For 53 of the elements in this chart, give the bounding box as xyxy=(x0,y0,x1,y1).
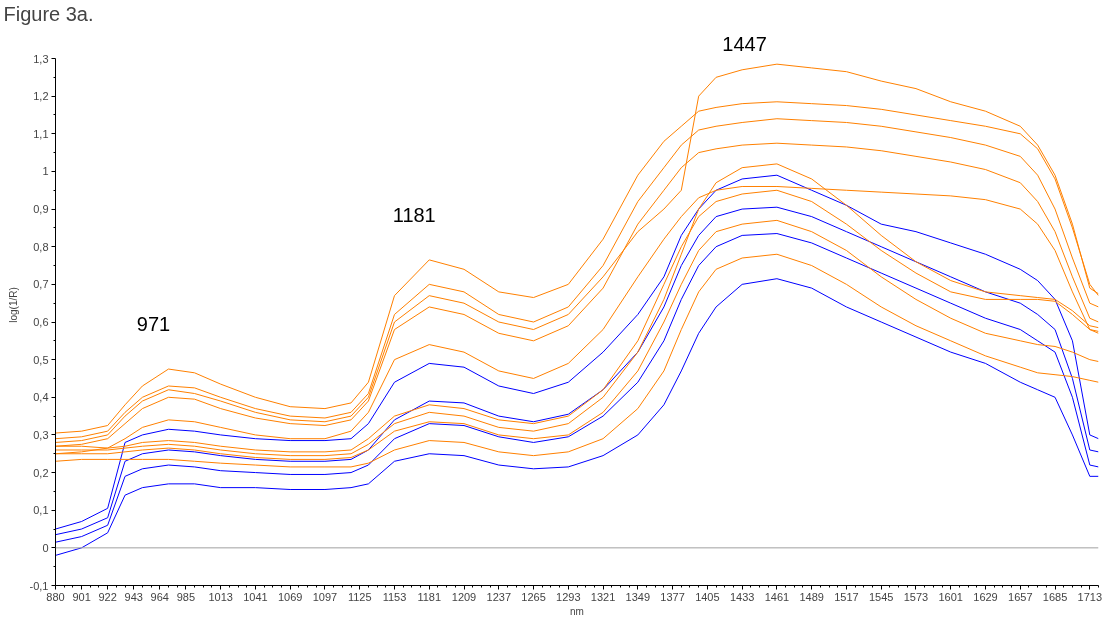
x-tick-label: 1713 xyxy=(1077,590,1103,603)
x-tick-label: 1629 xyxy=(973,590,998,603)
x-tick-label: 880 xyxy=(46,590,65,603)
y-tick-label: 1,1 xyxy=(33,127,49,140)
x-tick-label: 985 xyxy=(176,590,196,603)
y-tick-label: 0,2 xyxy=(33,466,49,479)
x-axis-title: nm xyxy=(570,605,584,617)
y-tick-label: 0,9 xyxy=(33,203,49,216)
y-tick-label: 0 xyxy=(42,541,49,554)
x-tick-label: 1405 xyxy=(695,590,720,603)
x-tick-label: 922 xyxy=(98,590,117,603)
x-tick-label: 1237 xyxy=(486,590,512,603)
x-tick-label: 1181 xyxy=(417,590,442,603)
x-tick-label: 1685 xyxy=(1042,590,1068,603)
x-tick-label: 1349 xyxy=(625,590,651,603)
x-tick-label: 1069 xyxy=(277,590,303,603)
x-tick-label: 1601 xyxy=(938,590,963,603)
y-tick-label: 0,3 xyxy=(33,428,49,441)
y-tick-label: 0,1 xyxy=(33,504,49,517)
annotation: 971 xyxy=(136,313,171,336)
y-tick-label: 0,6 xyxy=(33,316,49,328)
x-tick-label: 1293 xyxy=(556,590,581,603)
x-tick-label: 1461 xyxy=(764,590,790,603)
y-tick-label: 0,5 xyxy=(33,353,49,366)
annotation: 1181 xyxy=(392,203,436,226)
x-tick-label: 1545 xyxy=(868,590,894,603)
x-tick-label: 1209 xyxy=(451,590,477,603)
x-tick-label: 1517 xyxy=(834,590,859,603)
x-tick-label: 943 xyxy=(124,590,143,603)
x-tick-label: 901 xyxy=(72,590,91,603)
x-tick-label: 1489 xyxy=(799,590,824,603)
x-tick-label: 1321 xyxy=(590,590,616,603)
x-tick-label: 1013 xyxy=(208,590,233,603)
x-tick-label: 1433 xyxy=(729,590,755,603)
x-tick-label: 1125 xyxy=(347,590,372,603)
y-tick-label: 1,3 xyxy=(33,52,49,65)
chart-title: Figure 3a. xyxy=(3,2,94,25)
x-tick-label: 1265 xyxy=(521,590,546,603)
x-tick-label: 1041 xyxy=(243,590,268,603)
annotation: 1447 xyxy=(722,32,767,55)
x-tick-label: 1377 xyxy=(660,590,685,603)
x-tick-label: 1097 xyxy=(312,590,338,603)
y-tick-label: -0,1 xyxy=(29,579,49,592)
y-axis-title: log(1/R) xyxy=(7,287,19,323)
x-tick-label: 1573 xyxy=(903,590,929,603)
x-tick-label: 964 xyxy=(150,590,169,603)
y-tick-label: 1,2 xyxy=(33,90,49,103)
x-tick-label: 1153 xyxy=(382,590,407,603)
y-tick-label: 0,4 xyxy=(33,391,49,404)
y-tick-label: 1 xyxy=(42,165,49,178)
y-tick-label: 0,8 xyxy=(33,240,49,253)
x-tick-label: 1657 xyxy=(1008,590,1033,603)
y-tick-label: 0,7 xyxy=(33,278,49,291)
